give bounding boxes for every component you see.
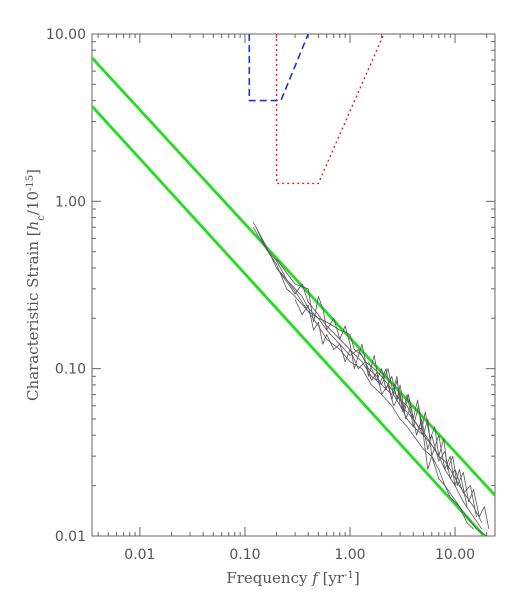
series-layer bbox=[92, 34, 495, 536]
tick-labels: 0.01 0.10 1.00 10.00 0.01 0.10 1.00 10.00 bbox=[46, 27, 475, 563]
strain-realization-7 bbox=[276, 267, 474, 530]
y-tick-label: 0.01 bbox=[55, 529, 86, 545]
x-tick-label: 1.00 bbox=[334, 547, 365, 563]
y-tick-label: 0.10 bbox=[55, 362, 86, 378]
strain-realization-4 bbox=[252, 227, 487, 536]
strain-realization-8 bbox=[276, 259, 468, 507]
x-tick-label: 0.01 bbox=[124, 547, 155, 563]
y-axis-title: Characteristic Strain [hc/10-15] bbox=[24, 169, 47, 401]
plot-frame bbox=[91, 33, 496, 537]
sensitivity-curve-red-1 bbox=[275, 34, 385, 185]
x-tick-label: 10.00 bbox=[435, 547, 475, 563]
x-axis-title: Frequency f [yr-1] bbox=[226, 569, 359, 587]
powerlaw-fit-line-3 bbox=[92, 105, 487, 536]
powerlaw-fit-line-2 bbox=[92, 56, 495, 497]
sensitivity-curve-blue-0 bbox=[248, 34, 309, 102]
strain-realization-9 bbox=[294, 299, 477, 518]
y-tick-label: 10.00 bbox=[46, 27, 86, 43]
y-tick-label: 1.00 bbox=[55, 194, 86, 210]
x-tick-label: 0.10 bbox=[229, 547, 260, 563]
strain-realization-10 bbox=[368, 361, 490, 530]
